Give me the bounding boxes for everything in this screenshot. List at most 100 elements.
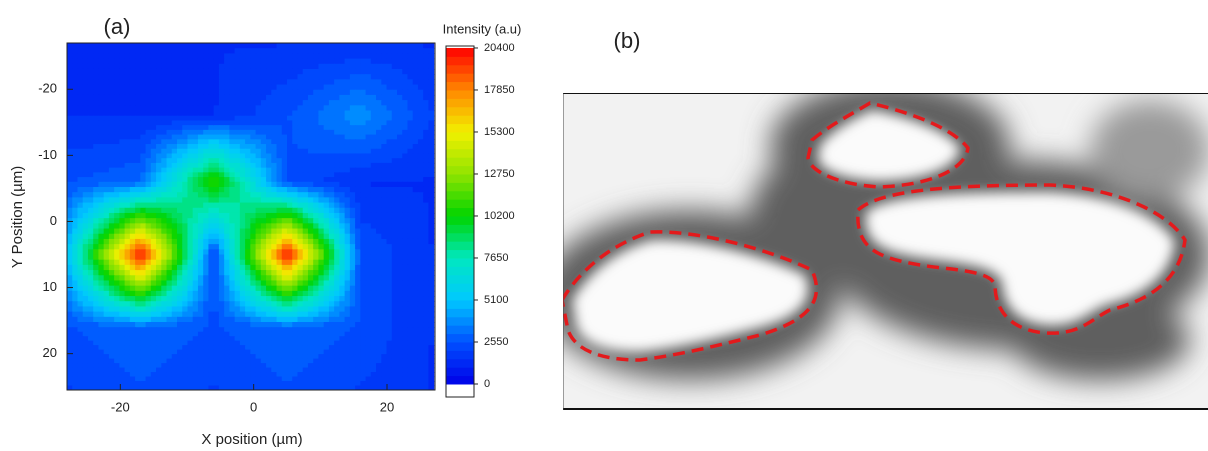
contour-cell xyxy=(349,301,356,308)
contour-cell xyxy=(297,207,304,214)
contour-cell xyxy=(72,275,79,282)
contour-cell xyxy=(339,363,346,369)
contour-cell xyxy=(135,385,141,390)
contour-cell xyxy=(224,290,230,297)
contour-cell xyxy=(297,296,304,302)
contour-cell xyxy=(82,381,89,387)
contour-cell xyxy=(302,223,309,230)
contour-cell xyxy=(72,207,79,214)
contour-cell xyxy=(150,48,157,54)
contour-cell xyxy=(177,89,183,96)
contour-cell xyxy=(135,285,141,292)
contour-cell xyxy=(292,94,299,101)
contour-cell xyxy=(423,311,430,318)
contour-cell xyxy=(72,144,79,150)
contour-cell xyxy=(161,259,168,266)
contour-cell xyxy=(360,212,367,219)
contour-cell xyxy=(224,316,230,323)
contour-cell xyxy=(182,228,189,235)
contour-cell xyxy=(349,207,356,214)
contour-cell xyxy=(171,110,178,117)
contour-cell xyxy=(412,207,419,214)
contour-cell xyxy=(135,340,141,346)
contour-cell xyxy=(360,186,367,193)
contour-cell xyxy=(239,354,246,360)
contour-cell xyxy=(234,144,241,150)
contour-cell xyxy=(161,275,168,282)
contour-cell xyxy=(349,306,356,313)
contour-cell xyxy=(87,264,94,271)
contour-cell xyxy=(250,162,257,169)
contour-cell xyxy=(397,249,403,256)
contour-cell xyxy=(218,48,225,54)
contour-cell xyxy=(397,290,403,297)
contour-cell xyxy=(355,270,361,276)
contour-cell xyxy=(145,296,152,302)
contour-cell xyxy=(365,68,372,75)
contour-cell xyxy=(349,129,356,136)
contour-cell xyxy=(192,322,199,328)
contour-cell xyxy=(407,327,414,333)
contour-cell xyxy=(328,345,335,351)
contour-cell xyxy=(370,79,377,86)
contour-cell xyxy=(250,43,257,49)
contour-cell xyxy=(98,264,105,271)
contour-cell xyxy=(197,381,204,387)
contour-cell xyxy=(208,228,215,235)
contour-cell xyxy=(386,336,393,342)
contour-cell xyxy=(150,254,157,261)
contour-cell xyxy=(344,336,351,342)
contour-cell xyxy=(255,48,262,54)
contour-cell xyxy=(339,385,346,390)
contour-cell xyxy=(260,275,267,282)
contour-cell xyxy=(386,275,393,282)
contour-cell xyxy=(391,74,398,80)
contour-cell xyxy=(292,74,299,80)
contour-cell xyxy=(239,172,246,178)
contour-cell xyxy=(187,249,194,256)
contour-cell xyxy=(72,327,79,333)
contour-cell xyxy=(271,254,278,261)
contour-cell xyxy=(391,68,398,75)
contour-cell xyxy=(114,358,120,364)
contour-cell xyxy=(98,349,105,355)
contour-cell xyxy=(339,197,346,204)
contour-cell xyxy=(423,381,430,387)
contour-cell xyxy=(397,84,403,91)
contour-cell xyxy=(292,249,299,256)
contour-cell xyxy=(360,316,367,323)
contour-cell xyxy=(87,345,94,351)
contour-cell xyxy=(208,58,215,65)
contour-cell xyxy=(412,74,419,80)
contour-cell xyxy=(417,144,424,150)
contour-cell xyxy=(250,207,257,214)
contour-cell xyxy=(245,372,251,378)
contour-cell xyxy=(407,186,414,193)
contour-cell xyxy=(77,63,84,70)
contour-cell xyxy=(381,186,388,193)
contour-cell xyxy=(187,202,194,209)
contour-cell xyxy=(114,218,120,224)
contour-cell xyxy=(182,53,189,60)
contour-cell xyxy=(124,148,131,155)
contour-cell xyxy=(328,228,335,235)
contour-cell xyxy=(318,63,325,70)
contour-cell xyxy=(391,89,398,96)
contour-cell xyxy=(344,153,351,159)
contour-cell xyxy=(287,68,293,75)
contour-cell xyxy=(417,186,424,193)
contour-cell xyxy=(365,134,372,140)
contour-cell xyxy=(344,358,351,364)
contour-cell xyxy=(417,354,424,360)
contour-cell xyxy=(224,336,230,342)
contour-cell xyxy=(391,197,398,204)
contour-cell xyxy=(213,139,220,145)
contour-cell xyxy=(365,367,372,373)
colorbar-level xyxy=(446,98,474,108)
contour-cell xyxy=(360,153,367,159)
contour-cell xyxy=(218,172,225,178)
contour-cell xyxy=(203,331,210,337)
contour-cell xyxy=(114,367,120,373)
contour-cell xyxy=(297,385,304,390)
contour-cell xyxy=(260,139,267,145)
